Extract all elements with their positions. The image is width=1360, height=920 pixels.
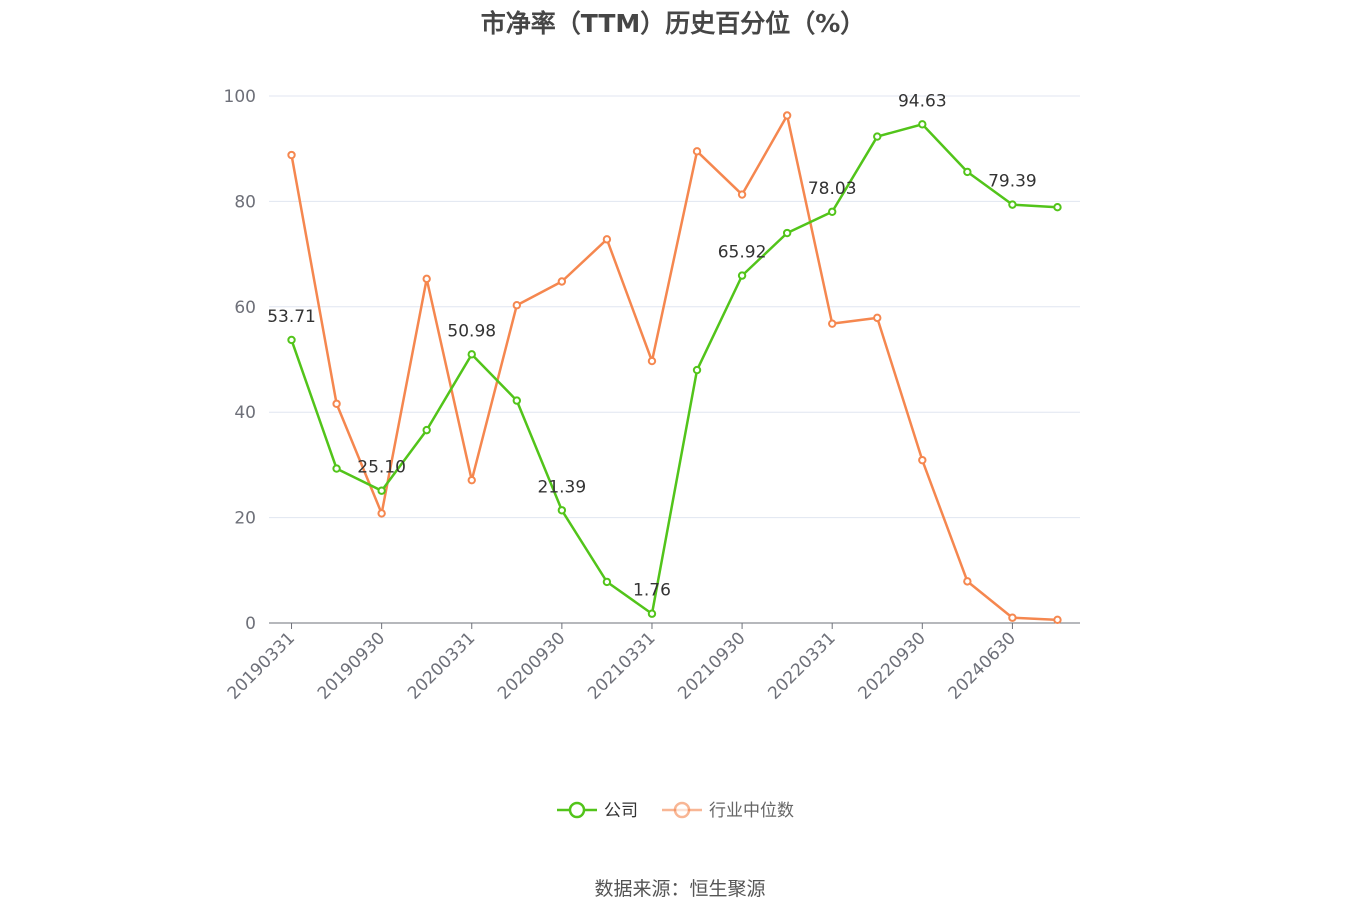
- series-line-1: [290, 114, 1058, 622]
- data-label: 94.63: [898, 91, 947, 111]
- legend: 公司 行业中位数: [557, 801, 794, 821]
- data-point: [782, 111, 792, 120]
- data-label: 1.76: [633, 581, 671, 601]
- data-point: [918, 120, 927, 129]
- data-point: [737, 271, 747, 280]
- data-point: [647, 609, 657, 618]
- x-tick-label: 20200331: [404, 628, 479, 703]
- data-label: 21.39: [538, 477, 587, 497]
- data-point: [827, 319, 837, 328]
- x-tick-label: 20190331: [224, 628, 299, 703]
- legend-label-0: 公司: [604, 801, 638, 821]
- data-point: [512, 396, 522, 405]
- data-point: [692, 365, 702, 375]
- data-point: [873, 132, 882, 141]
- chart-title: 市净率（TTM）历史百分位（%）: [480, 9, 866, 38]
- data-point: [873, 313, 882, 323]
- y-tick-label: 100: [224, 87, 256, 107]
- y-tick-label: 40: [234, 403, 256, 423]
- data-point: [602, 577, 612, 587]
- data-point: [1008, 613, 1017, 622]
- data-point: [782, 228, 792, 238]
- data-label: 65.92: [718, 243, 767, 263]
- x-tick-label: 20210331: [584, 628, 659, 703]
- y-tick-label: 60: [234, 298, 256, 318]
- data-point: [512, 301, 522, 310]
- data-point: [377, 509, 386, 518]
- data-point: [332, 464, 341, 473]
- data-point: [918, 455, 927, 465]
- series-line-0: [290, 123, 1058, 615]
- data-point: [963, 577, 972, 586]
- x-tick-label: 20220930: [855, 628, 930, 703]
- data-point: [963, 167, 972, 177]
- data-label: 79.39: [988, 172, 1037, 192]
- x-tick-label: 20240630: [945, 628, 1020, 703]
- data-point: [422, 274, 431, 284]
- legend-marker-1: [673, 801, 691, 819]
- x-tick-label: 20190930: [314, 628, 389, 703]
- series-lines: [287, 111, 1062, 625]
- data-point: [1053, 615, 1062, 625]
- data-point: [1053, 202, 1062, 212]
- y-tick-label: 20: [234, 509, 256, 529]
- data-label: 78.03: [808, 179, 857, 199]
- y-tick-label: 80: [234, 192, 256, 212]
- x-tick-label: 20220331: [764, 628, 839, 703]
- data-point: [422, 425, 431, 435]
- data-label: 53.71: [267, 307, 316, 327]
- x-tick-label: 20200930: [494, 628, 569, 703]
- data-point: [1008, 200, 1017, 209]
- data-point: [287, 150, 296, 160]
- data-point: [692, 147, 702, 156]
- data-point: [647, 356, 657, 366]
- data-label: 50.98: [447, 321, 496, 341]
- data-point: [602, 235, 612, 244]
- data-point: [737, 190, 747, 199]
- data-point: [467, 475, 476, 485]
- data-point: [557, 506, 567, 515]
- data-point: [827, 207, 837, 216]
- y-tick-label: 0: [245, 614, 256, 634]
- legend-label-1: 行业中位数: [709, 801, 794, 821]
- data-point: [377, 486, 386, 495]
- data-point: [287, 335, 296, 345]
- x-tick-label: 20210930: [674, 628, 749, 703]
- grid-lines: [269, 95, 1080, 519]
- data-point: [332, 399, 341, 408]
- legend-marker-0: [568, 801, 586, 819]
- data-labels: 53.71 25.10 50.98 21.39 1.76 65.92 78.03 94.63 7…: [267, 91, 1037, 600]
- data-point: [557, 277, 567, 286]
- data-label: 25.10: [357, 458, 406, 478]
- data-point: [467, 350, 476, 359]
- data-source-note: 数据来源：恒生聚源: [594, 878, 766, 900]
